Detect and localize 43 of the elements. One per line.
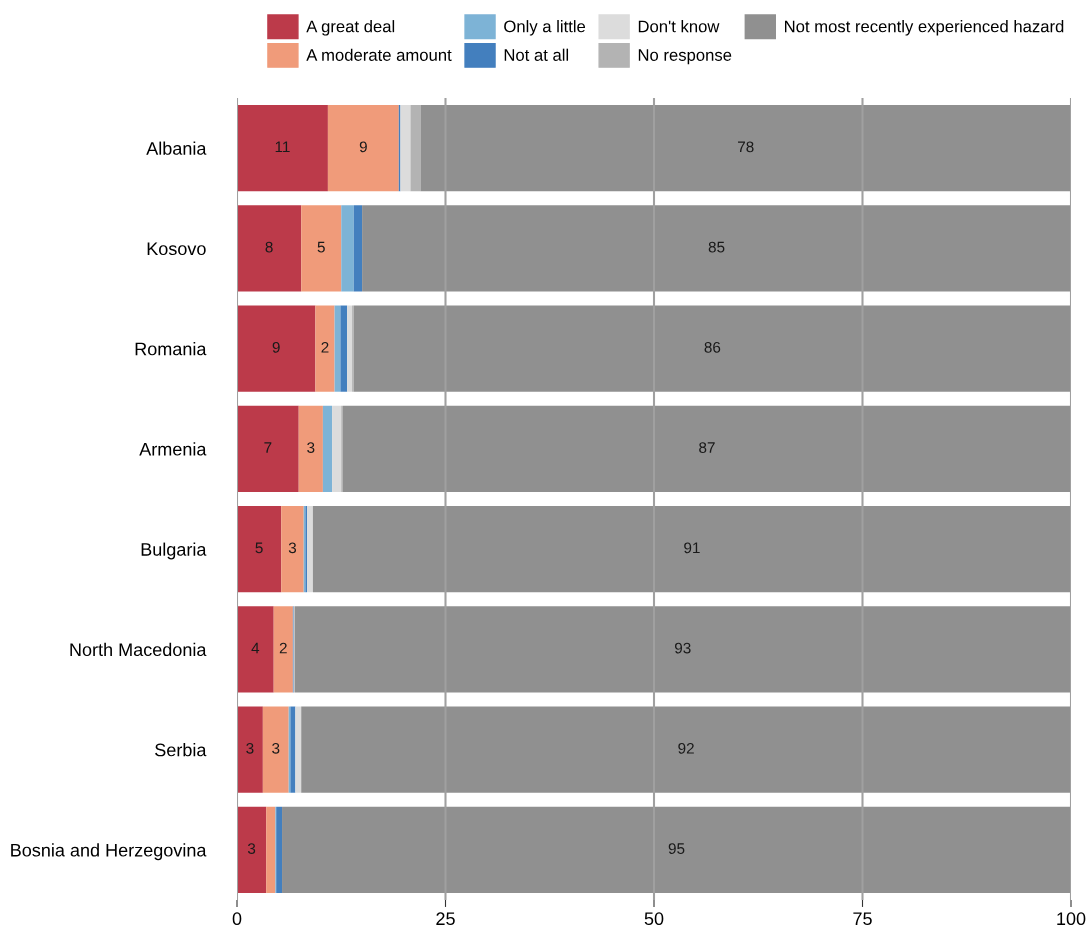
legend-label: Only a little [504, 20, 586, 36]
data-label: 93 [674, 642, 691, 654]
y-tick-label: North Macedonia [70, 642, 207, 657]
data-label: 9 [359, 141, 367, 153]
legend-label: Not at all [504, 48, 569, 61]
y-tick-label: Armenia [139, 442, 207, 456]
y-tick-label: Serbia [155, 743, 207, 757]
data-label: 3 [246, 742, 254, 754]
data-label: 3 [247, 843, 256, 854]
y-tick-label: Bulgaria [141, 542, 207, 560]
data-label: 4 [251, 642, 260, 654]
legend-label: A great deal [306, 20, 395, 36]
data-label: 8 [265, 241, 273, 253]
x-tick-label: 0 [232, 912, 242, 926]
data-label: 5 [255, 542, 263, 554]
y-tick-label: Romania [135, 342, 207, 356]
data-label: 95 [668, 843, 685, 854]
x-tick-label: 75 [853, 912, 872, 926]
data-label: 7 [264, 442, 272, 453]
y-tick-label: Kosovo [147, 242, 206, 256]
data-label: 91 [684, 542, 700, 554]
legend-label: Don't know [638, 20, 720, 33]
data-label: 11 [275, 141, 290, 153]
data-label: 3 [307, 442, 315, 453]
data-label: 87 [699, 442, 715, 453]
x-tick-label: 50 [644, 912, 664, 926]
legend-label: A moderate amount [306, 48, 452, 61]
y-tick-label: Bosnia and Herzegovina [11, 843, 207, 861]
data-label: 2 [321, 341, 329, 353]
data-label: 3 [288, 542, 297, 554]
data-label: 3 [272, 742, 280, 754]
data-label: 2 [279, 642, 287, 654]
data-label: 92 [678, 742, 694, 754]
data-label: 9 [272, 341, 280, 353]
data-label: 86 [704, 341, 721, 353]
y-tick-label: Albania [146, 141, 207, 155]
data-label: 5 [317, 241, 325, 253]
legend-label: No response [638, 49, 732, 65]
x-tick-label: 100 [1057, 912, 1086, 926]
data-label: 85 [708, 241, 725, 253]
legend-label: Not most recently experienced hazard [785, 20, 1064, 36]
x-tick-label: 25 [436, 912, 455, 926]
data-label: 78 [738, 141, 754, 153]
